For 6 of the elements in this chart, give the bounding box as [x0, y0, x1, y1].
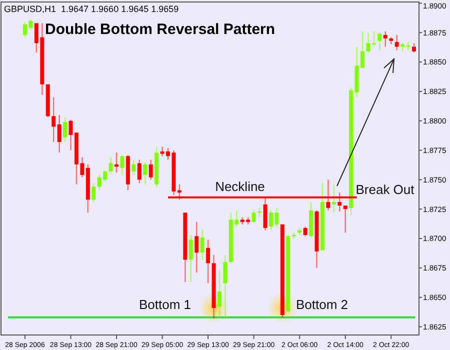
annotation: Bottom 2 [296, 297, 348, 312]
annotation: Neckline [215, 179, 265, 194]
chart-subtitle: GBPUSD,H1 1.9647 1.9660 1.9645 1.9659 [4, 4, 179, 14]
text: Double Bottom Reversal Pattern [45, 21, 276, 38]
annotation: Break Out [356, 182, 415, 197]
annotation: Bottom 1 [138, 297, 192, 312]
